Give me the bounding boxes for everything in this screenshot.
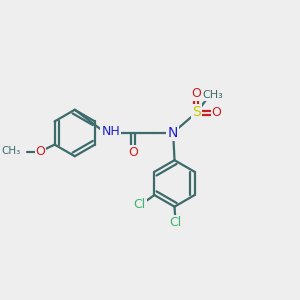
Text: O: O <box>191 87 201 100</box>
Text: Cl: Cl <box>169 216 181 229</box>
Text: CH₃: CH₃ <box>2 146 21 156</box>
Text: CH₃: CH₃ <box>203 90 224 100</box>
Text: O: O <box>35 146 45 158</box>
Text: NH: NH <box>101 125 120 138</box>
Text: O: O <box>128 146 138 159</box>
Text: N: N <box>167 126 178 140</box>
Text: S: S <box>192 105 201 119</box>
Text: Cl: Cl <box>134 199 146 212</box>
Text: O: O <box>212 106 221 119</box>
